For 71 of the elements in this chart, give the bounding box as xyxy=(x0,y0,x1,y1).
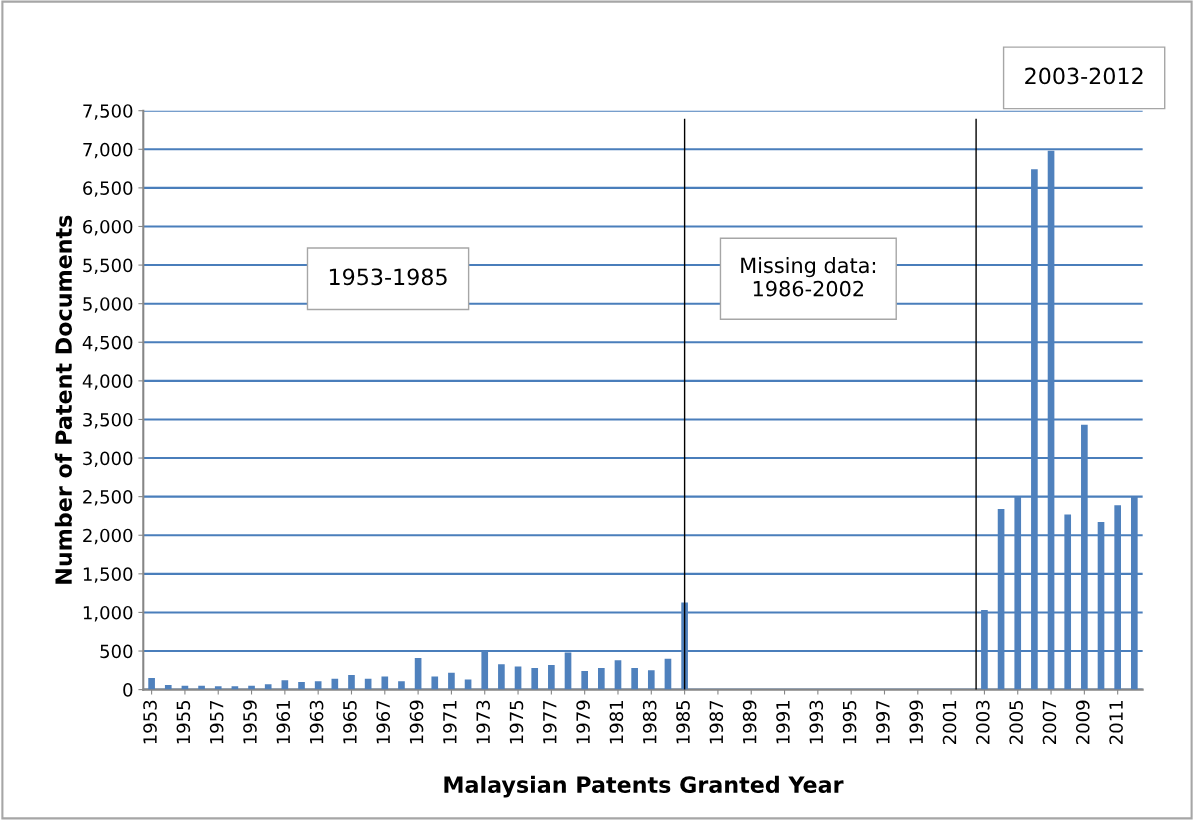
x-tick-label: 2001 xyxy=(942,701,957,744)
bar xyxy=(298,681,305,690)
bar xyxy=(514,666,522,690)
y-tick-label: 2,000 xyxy=(83,528,133,545)
bar xyxy=(314,681,322,690)
x-tick-label: 1981 xyxy=(609,701,624,744)
y-tick-label: 7,000 xyxy=(83,142,133,159)
y-tick-label: 6,000 xyxy=(83,219,133,236)
x-tick-label: 1977 xyxy=(542,700,557,744)
x-axis-title: Malaysian Patents Granted Year xyxy=(444,775,844,798)
x-tick-label: 1987 xyxy=(709,700,724,744)
bar xyxy=(214,686,222,690)
x-tick-label: 1993 xyxy=(809,700,824,744)
x-tick-label: 1967 xyxy=(376,700,391,744)
y-tick-label: 0 xyxy=(123,683,133,697)
y-tick-label: 1,500 xyxy=(83,567,133,583)
x-tick-label: 1961 xyxy=(276,701,291,744)
y-tick-label: 3,000 xyxy=(83,451,133,468)
bar xyxy=(431,676,439,690)
bar xyxy=(598,668,605,690)
x-tick-label: 1963 xyxy=(309,700,324,744)
x-tick-label: 1955 xyxy=(176,700,191,744)
bar xyxy=(647,670,655,690)
bar xyxy=(264,684,272,690)
y-tick-label: 5,500 xyxy=(83,258,133,275)
bar xyxy=(381,676,389,690)
x-tick-label: 1971 xyxy=(443,701,457,744)
x-tick-label: 1973 xyxy=(476,700,490,744)
y-axis-title: Number of Patent Documents xyxy=(54,215,73,584)
bar xyxy=(448,672,455,690)
x-tick-label: 2009 xyxy=(1075,700,1090,744)
x-tick-label: 1991 xyxy=(776,701,790,744)
x-tick-label: 2011 xyxy=(1109,701,1123,744)
bar xyxy=(348,674,355,690)
y-tick-label: 1,000 xyxy=(83,605,133,622)
x-tick-label: 1983 xyxy=(642,700,657,744)
y-tick-label: 5,000 xyxy=(83,297,133,313)
x-tick-label: 1969 xyxy=(409,700,424,744)
y-tick-label: 500 xyxy=(100,644,133,659)
x-tick-label: 1953 xyxy=(143,700,157,744)
y-tick-label: 4,500 xyxy=(82,335,133,352)
x-tick-label: 1999 xyxy=(909,700,924,744)
x-tick-label: 2003 xyxy=(976,700,990,744)
bar xyxy=(631,668,638,690)
bar xyxy=(398,681,405,690)
y-tick-label: 4,000 xyxy=(82,374,133,390)
annotation: 1953-1985 xyxy=(329,268,447,286)
text: 2003-2012 xyxy=(1025,67,1143,85)
bar xyxy=(581,671,588,690)
bar xyxy=(331,678,339,690)
y-tick-label: 3,500 xyxy=(83,412,133,429)
bar xyxy=(531,668,539,690)
x-tick-label: 1975 xyxy=(509,700,524,744)
x-tick-label: 2005 xyxy=(1009,700,1023,744)
x-tick-label: 1997 xyxy=(876,700,890,744)
y-tick-label: 6,500 xyxy=(83,181,133,197)
y-tick-label: 2,500 xyxy=(83,490,133,506)
annotation: Missing data: 1986-2002 xyxy=(741,257,876,297)
x-tick-label: 1959 xyxy=(243,700,257,744)
x-tick-label: 1989 xyxy=(742,700,757,744)
x-tick-label: 1985 xyxy=(676,700,690,744)
bar xyxy=(548,664,555,690)
bar xyxy=(498,664,505,690)
bar xyxy=(148,678,155,690)
x-tick-label: 1957 xyxy=(209,700,224,744)
x-tick-label: 2007 xyxy=(1042,700,1057,744)
bar xyxy=(164,684,172,690)
x-tick-label: 1995 xyxy=(842,700,857,744)
x-tick-label: 1965 xyxy=(343,700,357,744)
x-tick-label: 1979 xyxy=(576,700,590,744)
y-tick-label: 7,500 xyxy=(83,104,133,120)
